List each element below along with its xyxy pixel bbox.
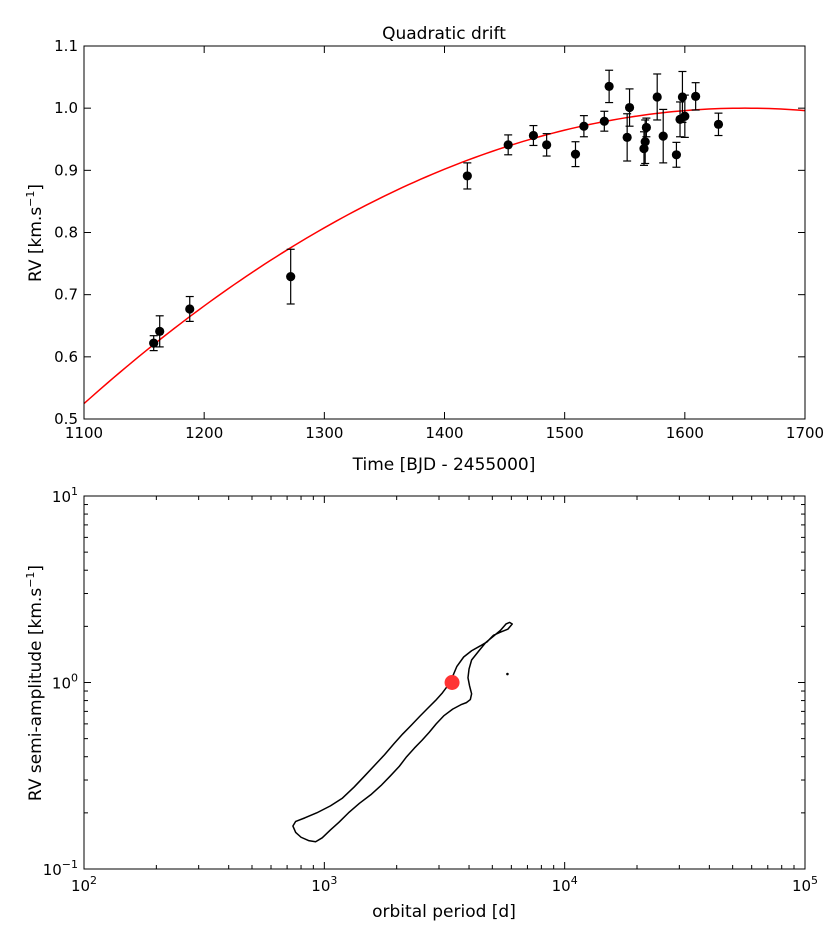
rv-timeseries-panel: Quadratic drift 1100 1200 1300 1400 1500 1600… bbox=[24, 24, 824, 475]
rv-marker bbox=[579, 121, 589, 131]
y-axis-label: RV semi-amplitude [km.s−1] bbox=[24, 565, 46, 801]
rv-marker bbox=[599, 116, 609, 126]
rv-marker bbox=[680, 111, 690, 121]
rv-data-point bbox=[185, 295, 195, 322]
rv-data-point bbox=[286, 248, 296, 305]
rv-marker bbox=[622, 132, 632, 142]
rv-data-point bbox=[691, 82, 701, 111]
y-axis-label-exponent: −1 bbox=[24, 572, 37, 588]
rv-data-point bbox=[599, 110, 609, 132]
x-tick-label: 1300 bbox=[305, 424, 343, 442]
rv-marker bbox=[542, 140, 552, 150]
rv-marker bbox=[624, 102, 635, 113]
rv-data-point bbox=[622, 113, 632, 162]
period-amplitude-panel: 102 103 104 105 10−1 100 101 orbital period [d… bbox=[24, 485, 818, 922]
y-axis-label-exponent: −1 bbox=[24, 191, 37, 207]
y-tick-label: 0.8 bbox=[54, 224, 78, 242]
rv-marker bbox=[528, 130, 539, 141]
rv-data-point bbox=[658, 108, 668, 164]
chart-title: Quadratic drift bbox=[382, 24, 506, 44]
solution-marker bbox=[444, 675, 460, 690]
rv-data-point bbox=[624, 88, 635, 127]
y-axis-label: RV [km.s−1] bbox=[24, 184, 46, 282]
rv-marker bbox=[691, 91, 701, 101]
y-tick-label: 100 bbox=[52, 672, 78, 693]
y-axis-label-end: ] bbox=[26, 565, 46, 572]
y-tick-label: 0.6 bbox=[54, 348, 78, 366]
rv-data-point bbox=[570, 141, 581, 168]
contour-plot-area bbox=[292, 621, 513, 843]
y-tick-label: 0.7 bbox=[54, 286, 78, 304]
rv-marker bbox=[604, 81, 614, 92]
y-tick-label: 1.1 bbox=[54, 37, 78, 55]
x-tick-label: 103 bbox=[311, 874, 337, 895]
rv-data-point bbox=[503, 134, 513, 156]
x-axis-label: Time [BJD - 2455000] bbox=[352, 455, 536, 475]
x-tick-label: 1600 bbox=[666, 424, 704, 442]
y-tick-label: 0.5 bbox=[54, 410, 78, 428]
rv-marker bbox=[641, 122, 651, 133]
confidence-contour bbox=[292, 621, 513, 843]
rv-marker bbox=[286, 272, 296, 282]
contour-axis-ticks: 102 103 104 105 10−1 100 101 bbox=[43, 485, 818, 895]
x-tick-label: 105 bbox=[792, 874, 818, 895]
y-tick-label: 1.0 bbox=[54, 99, 78, 117]
x-axis-label: orbital period [d] bbox=[372, 902, 516, 922]
y-tick-label: 0.9 bbox=[54, 161, 78, 179]
contour-plot-frame bbox=[83, 495, 806, 870]
rv-marker bbox=[713, 119, 724, 129]
y-axis-label-end: ] bbox=[26, 184, 46, 191]
y-axis-label-main: RV [km.s bbox=[26, 207, 46, 282]
rv-marker bbox=[149, 338, 159, 348]
rv-marker bbox=[640, 137, 650, 147]
rv-marker bbox=[639, 143, 649, 154]
rv-plot-area bbox=[83, 69, 806, 405]
rv-data-point bbox=[579, 115, 589, 138]
rv-marker bbox=[652, 92, 662, 102]
rv-marker bbox=[503, 140, 513, 150]
rv-data-point bbox=[680, 94, 690, 138]
rv-marker bbox=[671, 150, 682, 160]
rv-data-point bbox=[462, 162, 472, 190]
rv-axis-ticks: 1100 1200 1300 1400 1500 1600 1700 0.5 0.6 0.7 0.8… bbox=[54, 37, 824, 442]
x-tick-label: 1100 bbox=[65, 424, 103, 442]
rv-data-point bbox=[713, 112, 724, 137]
rv-marker bbox=[155, 326, 165, 336]
rv-marker bbox=[570, 149, 581, 159]
x-tick-label: 1400 bbox=[425, 424, 463, 442]
x-tick-label: 1700 bbox=[786, 424, 824, 442]
rv-data-point bbox=[149, 335, 159, 352]
rv-data-point bbox=[641, 117, 651, 138]
rv-data-point bbox=[604, 69, 614, 104]
y-axis-label-main: RV semi-amplitude [km.s bbox=[26, 588, 46, 801]
rv-marker bbox=[677, 92, 688, 102]
rv-plot-frame bbox=[83, 45, 806, 420]
rv-data-point bbox=[155, 315, 165, 348]
fit-curve-line bbox=[83, 107, 806, 405]
rv-data-point bbox=[528, 124, 539, 147]
x-tick-label: 1200 bbox=[185, 424, 223, 442]
y-tick-label: 10−1 bbox=[43, 858, 78, 879]
contour-speck bbox=[506, 672, 509, 676]
rv-data-point bbox=[671, 141, 682, 168]
x-tick-label: 1500 bbox=[546, 424, 584, 442]
y-tick-label: 101 bbox=[52, 485, 78, 506]
rv-marker bbox=[658, 131, 668, 141]
x-tick-label: 102 bbox=[71, 874, 97, 895]
rv-data-point bbox=[652, 73, 662, 121]
rv-marker bbox=[462, 171, 472, 181]
x-tick-label: 104 bbox=[552, 874, 578, 895]
rv-data-point bbox=[542, 133, 552, 157]
rv-marker bbox=[185, 304, 195, 314]
